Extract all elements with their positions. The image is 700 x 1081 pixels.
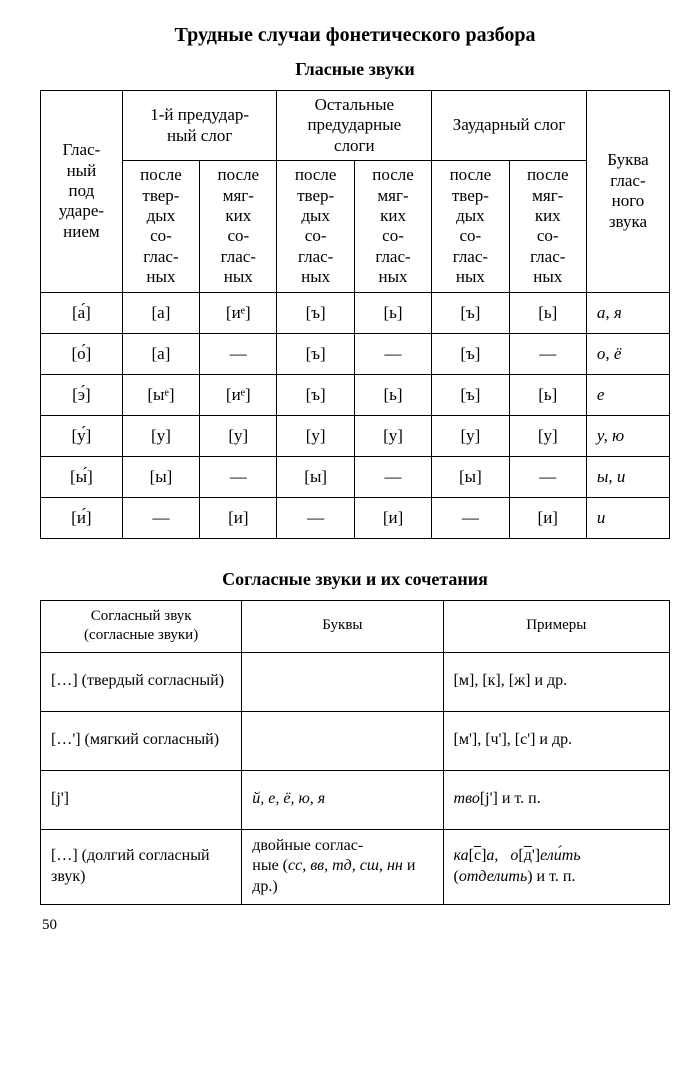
vowel-cell: —: [122, 497, 199, 538]
vowel-cell: и: [586, 497, 669, 538]
vowel-cell: е: [586, 374, 669, 415]
sub-hard-2: послетвер-дыхсо-глас-ных: [277, 161, 354, 292]
table-row: [и́]—[и]—[и]—[и]и: [41, 497, 670, 538]
vowel-cell: —: [354, 456, 431, 497]
vowel-cell: [ы]: [432, 456, 509, 497]
sub-hard-1: послетвер-дыхсо-глас-ных: [122, 161, 199, 292]
vowel-cell: [ь]: [354, 292, 431, 333]
vowel-cell: о, ё: [586, 333, 669, 374]
vowel-cell: ы, и: [586, 456, 669, 497]
table-row: [j']й, е, ё, ю, ятво[j'] и т. п.: [41, 770, 670, 829]
cons-examples-cell: ка[с]а, о[д']ели́ть(отделить) и т. п.: [443, 829, 669, 904]
vowel-cell: —: [200, 456, 277, 497]
vowel-cell: [ыᵉ]: [122, 374, 199, 415]
vowel-cell: [ъ]: [277, 374, 354, 415]
vowel-cell: [у]: [509, 415, 586, 456]
cons-letters-cell: [242, 711, 443, 770]
vowel-cell: [ы]: [277, 456, 354, 497]
col-stressed: Глас-ныйподударе-нием: [41, 91, 123, 293]
cons-letters-cell: й, е, ё, ю, я: [242, 770, 443, 829]
consonants-title: Согласные звуки и их сочетания: [40, 569, 670, 590]
sub-soft-3: послемяг-кихсо-глас-ных: [509, 161, 586, 292]
vowel-cell: у, ю: [586, 415, 669, 456]
vowel-cell: [ы]: [122, 456, 199, 497]
vowel-cell: —: [432, 497, 509, 538]
vowel-cell: [э́]: [41, 374, 123, 415]
table-row: [ы́][ы]—[ы]—[ы]—ы, и: [41, 456, 670, 497]
vowel-cell: [у́]: [41, 415, 123, 456]
vowel-cell: [ь]: [509, 292, 586, 333]
sub-soft-2: послемяг-кихсо-глас-ных: [354, 161, 431, 292]
vowel-cell: [ъ]: [432, 374, 509, 415]
cons-sound-cell: […] (долгий согласный звук): [41, 829, 242, 904]
cons-letters-cell: двойные соглас-ные (сс, вв, тд, сш, нн и…: [242, 829, 443, 904]
vowel-cell: [ъ]: [432, 292, 509, 333]
vowel-cell: [и́]: [41, 497, 123, 538]
vowels-title: Гласные звуки: [40, 59, 670, 80]
sub-hard-3: послетвер-дыхсо-глас-ных: [432, 161, 509, 292]
vowel-cell: [ъ]: [432, 333, 509, 374]
sub-soft-1: послемяг-кихсо-глас-ных: [200, 161, 277, 292]
vowel-cell: [а́]: [41, 292, 123, 333]
vowel-cell: [у]: [122, 415, 199, 456]
cons-examples-cell: [м], [к], [ж] и др.: [443, 652, 669, 711]
table-row: […'] (мягкий согласный) [м'], [ч'], [с'] …: [41, 711, 670, 770]
group-header-1: 1-й предудар-ный слог: [122, 91, 277, 161]
cons-header-1: Согласный звук(согласные звуки): [41, 600, 242, 652]
vowel-cell: [у]: [277, 415, 354, 456]
cons-sound-cell: [j']: [41, 770, 242, 829]
vowel-cell: [ъ]: [277, 333, 354, 374]
cons-sound-cell: […] (твердый согласный): [41, 652, 242, 711]
vowel-cell: [у]: [432, 415, 509, 456]
vowel-table: Глас-ныйподударе-нием 1-й предудар-ный с…: [40, 90, 670, 539]
vowel-cell: —: [277, 497, 354, 538]
vowel-cell: [ъ]: [277, 292, 354, 333]
vowel-cell: [ь]: [354, 374, 431, 415]
vowel-cell: —: [200, 333, 277, 374]
vowel-cell: [и]: [509, 497, 586, 538]
table-row: [а́][а][иᵉ][ъ][ь][ъ][ь]а, я: [41, 292, 670, 333]
vowel-cell: [о́]: [41, 333, 123, 374]
table-row: [э́][ыᵉ][иᵉ][ъ][ь][ъ][ь]е: [41, 374, 670, 415]
main-title: Трудные случаи фонетического разбора: [40, 24, 670, 47]
cons-sound-cell: […'] (мягкий согласный): [41, 711, 242, 770]
vowel-cell: [и]: [354, 497, 431, 538]
vowel-cell: [ы́]: [41, 456, 123, 497]
vowel-cell: —: [509, 456, 586, 497]
table-row: […] (долгий согласный звук)двойные согла…: [41, 829, 670, 904]
vowel-cell: [а]: [122, 333, 199, 374]
cons-header-2: Буквы: [242, 600, 443, 652]
group-header-3: Заударный слог: [432, 91, 587, 161]
vowel-cell: [у]: [200, 415, 277, 456]
col-letter: Букваглас-ногозвука: [586, 91, 669, 293]
vowel-cell: [а]: [122, 292, 199, 333]
vowel-cell: —: [354, 333, 431, 374]
table-row: [у́][у][у][у][у][у][у]у, ю: [41, 415, 670, 456]
table-row: […] (твердый согласный) [м], [к], [ж] и д…: [41, 652, 670, 711]
cons-letters-cell: [242, 652, 443, 711]
page-number: 50: [42, 917, 670, 934]
cons-examples-cell: [м'], [ч'], [с'] и др.: [443, 711, 669, 770]
consonant-table: Согласный звук(согласные звуки) Буквы Пр…: [40, 600, 670, 905]
vowel-cell: [иᵉ]: [200, 292, 277, 333]
vowel-cell: [и]: [200, 497, 277, 538]
vowel-cell: [у]: [354, 415, 431, 456]
vowel-cell: [иᵉ]: [200, 374, 277, 415]
cons-examples-cell: тво[j'] и т. п.: [443, 770, 669, 829]
vowel-cell: [ь]: [509, 374, 586, 415]
vowel-cell: —: [509, 333, 586, 374]
vowel-cell: а, я: [586, 292, 669, 333]
group-header-2: Остальныепредударныеслоги: [277, 91, 432, 161]
cons-header-3: Примеры: [443, 600, 669, 652]
table-row: [о́][а]—[ъ]—[ъ]—о, ё: [41, 333, 670, 374]
